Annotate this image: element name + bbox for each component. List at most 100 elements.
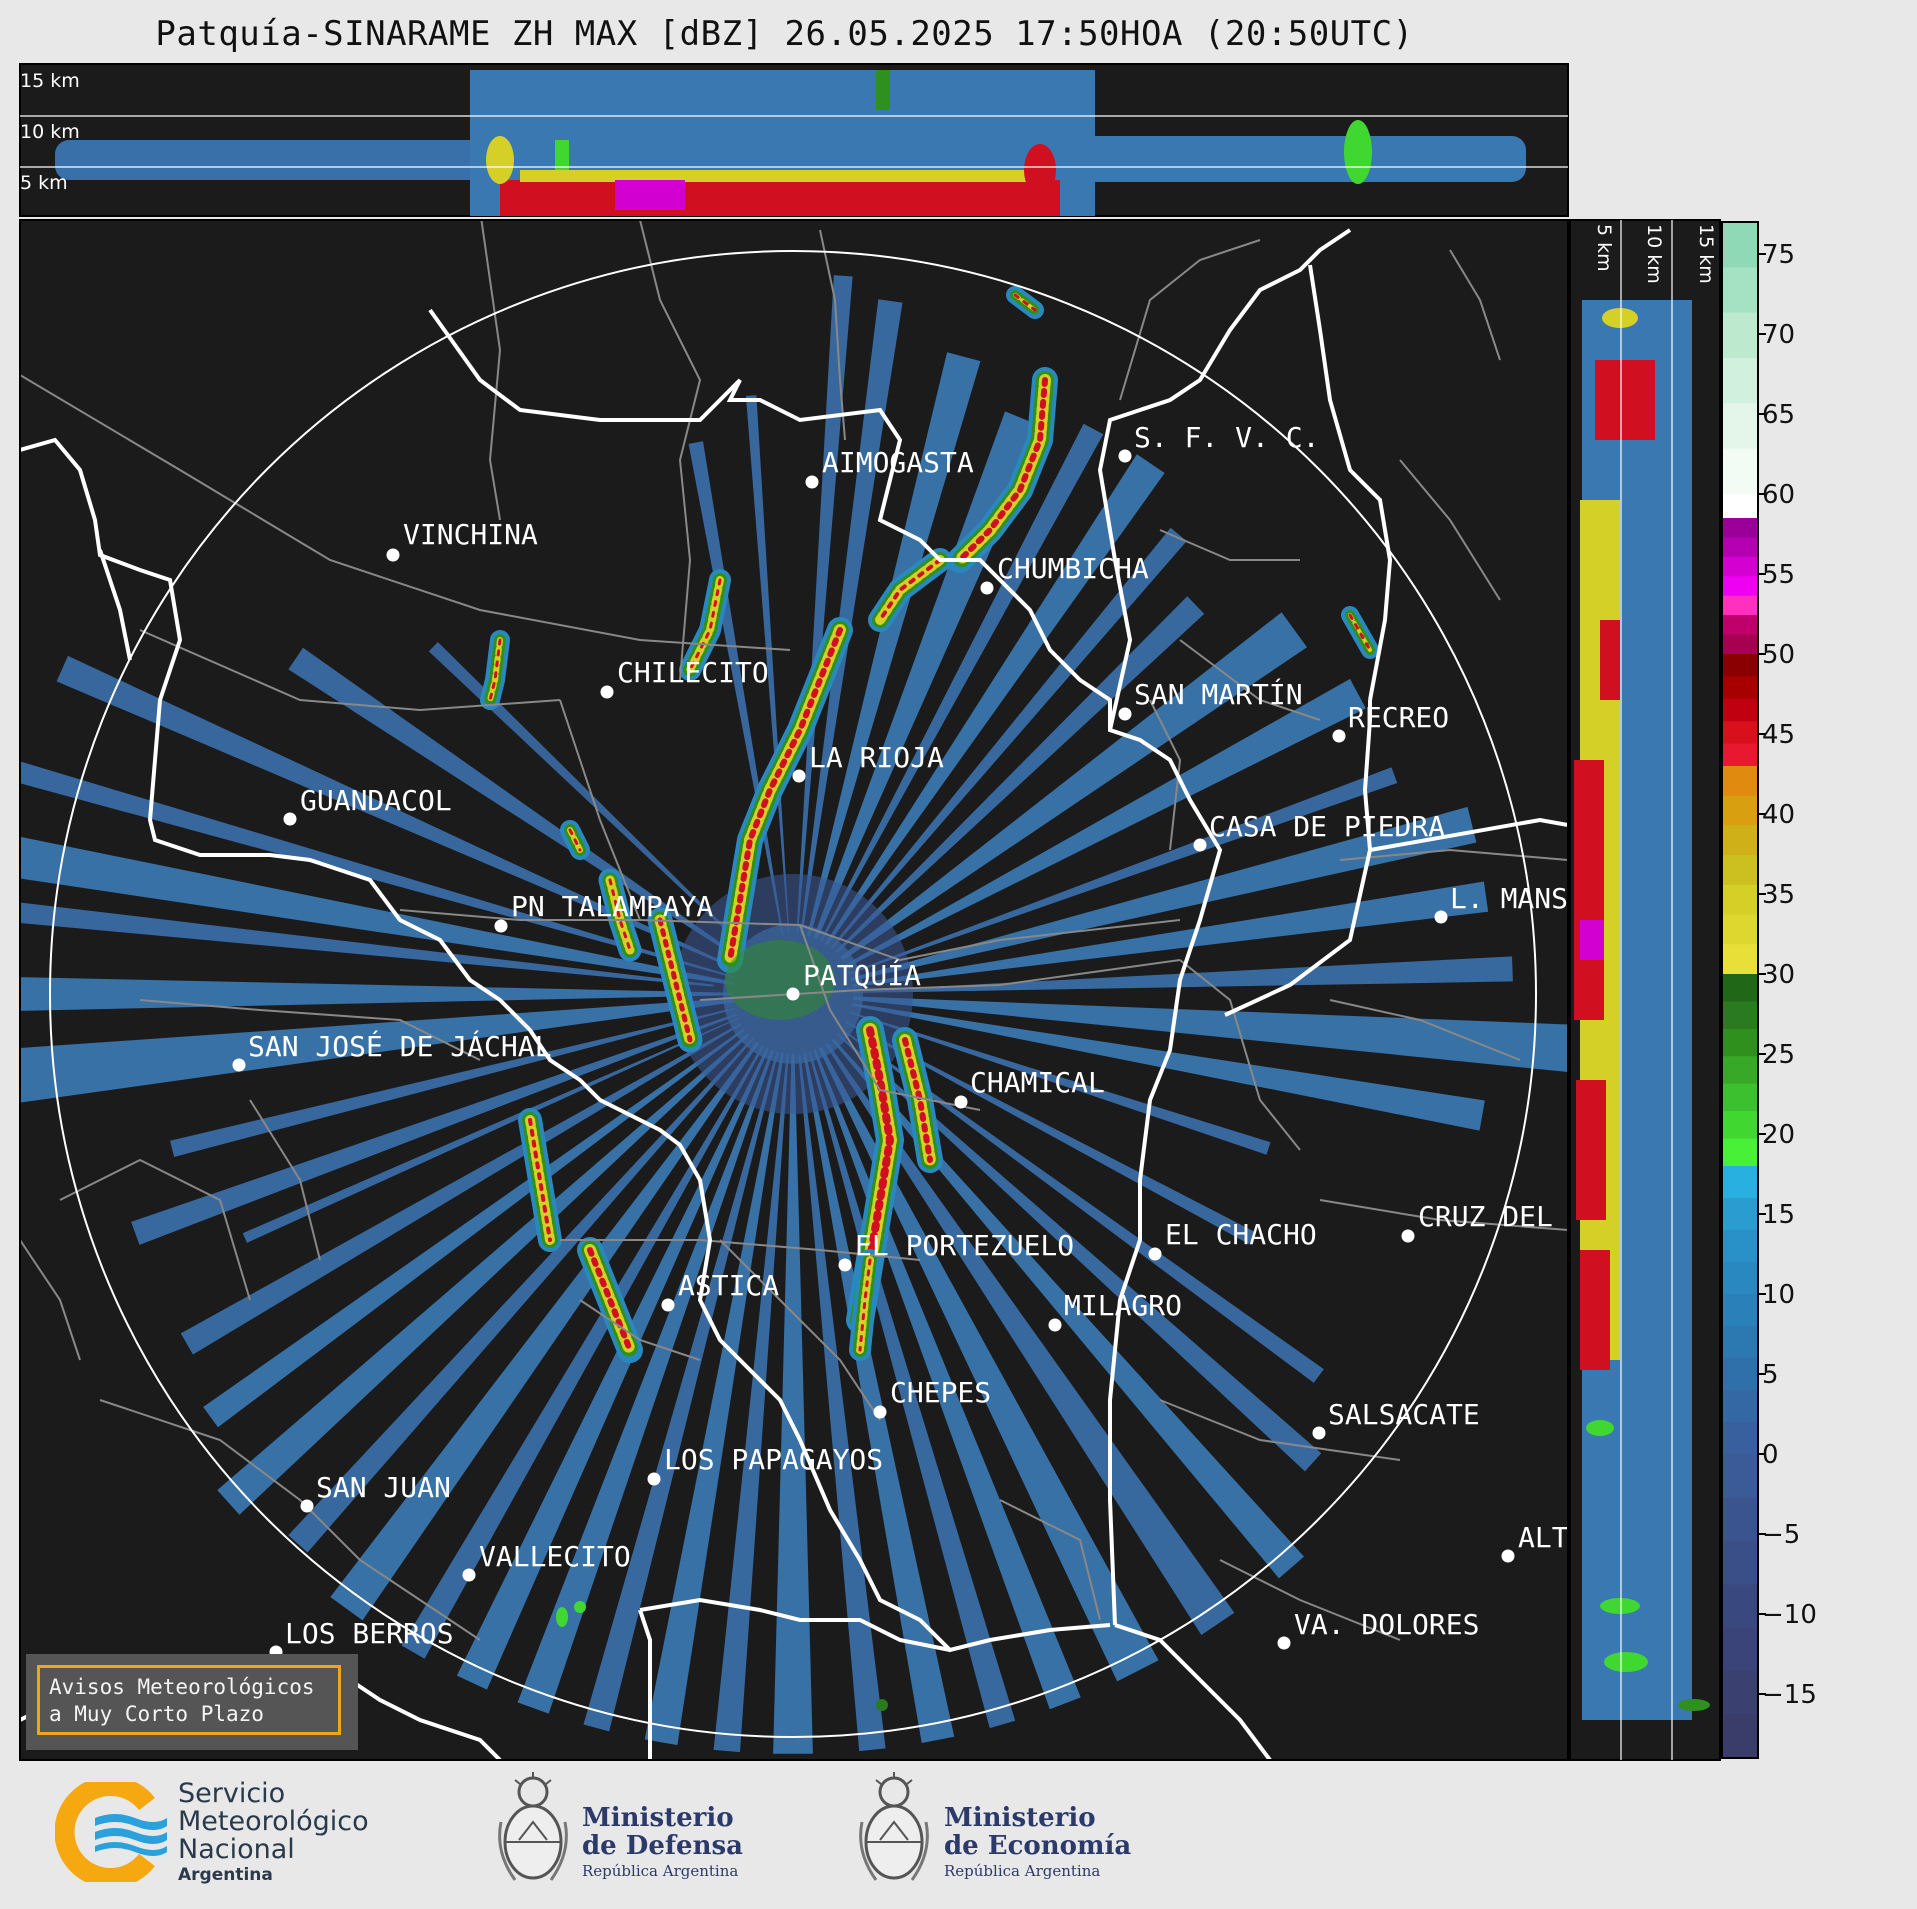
profile-echo (1580, 920, 1604, 960)
colorbar-segment (1722, 358, 1758, 404)
colorbar-segment (1722, 1671, 1758, 1716)
colorbar-segment (1722, 1540, 1758, 1585)
city-marker (792, 769, 806, 783)
city-label: CASA DE PIEDRA (1209, 810, 1445, 843)
city-marker (462, 1568, 476, 1582)
colorbar-tick-label: 35 (1762, 880, 1795, 910)
colorbar-segment (1722, 884, 1758, 916)
range-ring (49, 250, 1537, 1738)
city-label: MILAGRO (1064, 1289, 1182, 1322)
smn-logo-icon (55, 1782, 167, 1882)
city-label: RECREO (1348, 701, 1449, 734)
profile-echo (555, 140, 569, 170)
radar-beam (835, 596, 1205, 954)
radar-beam (852, 881, 1489, 987)
city-marker (1312, 1426, 1326, 1440)
city-marker (1332, 729, 1346, 743)
colorbar-segment (1722, 1584, 1758, 1629)
profile-echo (1580, 1250, 1610, 1370)
colorbar-tick-label: 30 (1762, 960, 1795, 990)
radar-beam (20, 836, 735, 986)
top-height-profile: 15 km 10 km 5 km (19, 63, 1569, 217)
city-marker (1118, 707, 1132, 721)
profile-echo (1602, 308, 1638, 328)
storm-cell (488, 638, 502, 702)
colorbar-segment (1722, 1198, 1758, 1231)
colorbar-segment (1722, 1111, 1758, 1140)
city-marker (838, 1258, 852, 1272)
radar-beam (56, 655, 739, 971)
colorbar-tick-label: 60 (1762, 480, 1795, 510)
top-height-label-10: 10 km (20, 121, 80, 143)
radar-beam (849, 1011, 1271, 1155)
colorbar-segment (1722, 537, 1758, 558)
storm-cell (657, 917, 693, 1043)
city-marker (954, 1095, 968, 1109)
city-label: CRUZ DEL (1418, 1200, 1553, 1233)
storm-cell (574, 1601, 586, 1613)
radar-beam (773, 1053, 813, 1754)
profile-echo (1600, 1598, 1640, 1614)
city-marker (1434, 910, 1448, 924)
radar-beam (203, 1028, 746, 1428)
top-height-label-5: 5 km (20, 172, 68, 194)
colorbar-tick-label: 45 (1762, 720, 1795, 750)
smn-line-2: Meteorológico (178, 1806, 369, 1837)
colorbar-segment (1722, 944, 1758, 975)
colorbar-segment (1722, 1358, 1758, 1391)
profile-echo (615, 180, 685, 210)
colorbar-segment (1722, 1422, 1758, 1455)
profile-echo (1080, 136, 1526, 182)
storm-cell (556, 1607, 568, 1627)
city-label: SALSACATE (1328, 1398, 1480, 1431)
city-label: LA RIOJA (809, 741, 944, 774)
colorbar-segment (1722, 825, 1758, 856)
city-label: AIMOGASTA (822, 446, 974, 479)
radar-beam (401, 1045, 764, 1659)
radar-beam (845, 1021, 1256, 1245)
smn-line-4: Argentina (178, 1865, 273, 1885)
city-marker (1401, 1229, 1415, 1243)
storm-cell (528, 1118, 552, 1242)
city-marker (283, 812, 297, 826)
city-marker (1148, 1247, 1162, 1261)
economia-line-3: República Argentina (944, 1862, 1101, 1880)
storm-cell (957, 377, 1048, 563)
storm-cell (608, 878, 632, 952)
city-marker (980, 581, 994, 595)
city-label: EL CHACHO (1165, 1218, 1317, 1251)
colorbar-segments (1722, 222, 1758, 1759)
colorbar-segment (1722, 518, 1758, 539)
colorbar-segment (1722, 1294, 1758, 1327)
department-boundaries (20, 220, 1568, 1641)
storm-cell (878, 558, 942, 622)
colorbar-segment (1722, 1714, 1758, 1759)
radar-beam (851, 1003, 1485, 1131)
city-label: VALLECITO (479, 1540, 631, 1573)
city-label: GUANDACOL (300, 784, 452, 817)
radar-beam (217, 1033, 750, 1515)
city-labels: AIMOGASTA S. F. V. C. VINCHINA CHUMBICHA CHI… (232, 421, 1568, 1659)
defensa-logo-text: Ministerio de Defensa República Argentin… (582, 1804, 743, 1882)
radar-beam (170, 1007, 735, 1157)
colorbar-segment (1722, 1390, 1758, 1423)
radar-beam (800, 299, 903, 935)
colorbar-segment (1722, 1262, 1758, 1295)
argentina-coat-of-arms-icon (498, 1772, 568, 1881)
city-label: ASTICA (678, 1269, 779, 1302)
profile-echo (486, 136, 514, 184)
radar-beam (808, 1051, 1016, 1729)
colorbar-segment (1722, 721, 1758, 745)
city-marker (1501, 1549, 1515, 1563)
colorbar-segment (1722, 855, 1758, 886)
colorbar-segment (1722, 974, 1758, 1003)
city-marker (786, 987, 800, 1001)
radar-beam (288, 1037, 754, 1553)
colorbar-segment (1722, 1326, 1758, 1359)
storm-cell (1013, 293, 1037, 312)
profile-echo (1678, 1699, 1710, 1711)
colorbar-segment (1722, 448, 1758, 495)
radar-beam (818, 1046, 1159, 1682)
